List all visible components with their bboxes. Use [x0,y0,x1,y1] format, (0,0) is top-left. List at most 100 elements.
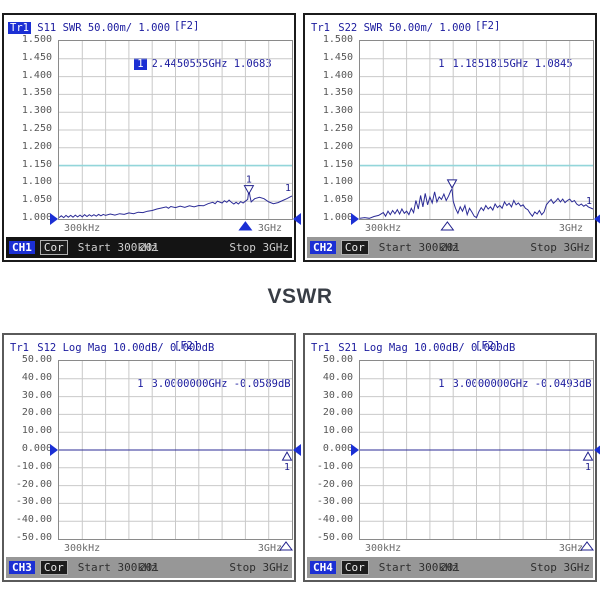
y-axis-label: 1.400 [21,69,52,81]
y-axis-label: 0.000 [21,443,52,454]
marker-x-axis-indicator [440,221,455,231]
start-frequency-label: Start 300kHz [77,241,158,254]
marker-readout-text: 3.0000000GHz -0.0493dB [452,378,592,390]
y-axis-label: 1.500 [322,34,353,45]
channel-status-bar: CH2 Cor Start 300kHz 201 Stop 3GHz [307,237,593,258]
marker-readout: 1 3.0000000GHz -0.0589dB [71,366,291,402]
plot-body: 1.500 1.450 1.400 1.350 1.300 1.250 1.200 1.150… [4,34,301,240]
trace-header: Tr1 S21 Log Mag 10.00dB/ 0.000dB [F2] [305,335,595,357]
trace-line [359,187,594,219]
x-axis-stop-label: 3GHz [257,223,282,234]
y-axis-label: 1.050 [21,194,52,206]
x-axis-stop-label: 3GHz [558,223,583,234]
sweep-points-label: 201 [440,241,460,254]
y-axis-label: 1.000 [21,212,52,223]
marker-number-badge: 1 [137,378,144,390]
channel-badge[interactable]: CH4 [310,561,336,574]
correction-indicator: Cor [340,240,369,255]
y-axis-label: 1.100 [322,176,353,188]
chart-canvas: 1 [351,41,600,231]
screen-key-label: [F2] [475,20,501,32]
marker-number: 1 [585,462,591,473]
y-axis-label: -40.00 [316,514,353,526]
channel-badge[interactable]: CH2 [310,241,336,254]
grid [360,41,593,219]
marker-number-badge: 1 [438,58,445,70]
chart-canvas: 1 [50,361,301,551]
marker-x-axis-indicator [279,541,293,551]
ref-level-triangle-left [351,213,359,225]
y-axis-label: 20.00 [21,407,52,419]
marker-number-badge: 1 [438,378,445,390]
x-axis-stop-label: 3GHz [257,543,282,554]
y-axis-label: 1.350 [21,87,52,99]
y-axis-label: 1.200 [21,140,52,152]
plot-body: 50.00 40.00 30.00 20.00 10.00 0.000 -10.00 -20.… [305,354,600,560]
plot-body: 1.500 1.450 1.400 1.350 1.300 1.250 1.200 1.150… [305,34,600,240]
y-axis-label: 10.00 [322,425,353,437]
trace-label[interactable]: Tr1 [311,341,330,354]
y-axis-label: 50.00 [21,354,52,365]
y-axis-label: 1.450 [21,51,52,63]
section-label-vswr: VSWR [267,285,333,308]
y-axis-label: 1.150 [322,158,353,170]
y-axis-label: -30.00 [316,496,353,508]
trace-title: S22 SWR 50.00m/ 1.000 [331,21,472,34]
correction-indicator: Cor [340,560,369,575]
trace-header: Tr1 S11 SWR 50.00m/ 1.000 [F2] [4,15,294,37]
trace-end-label: 1 [285,183,291,194]
y-axis-label: -50.00 [15,532,52,543]
x-axis-start-label: 300kHz [64,223,101,234]
correction-indicator: Cor [39,560,68,575]
ref-level-triangle-left [351,444,359,456]
y-axis-label: -10.00 [15,460,52,472]
channel-panel: Tr1 S21 Log Mag 10.00dB/ 0.000dB [F2] 50… [303,333,600,582]
marker-readout-text: 3.0000000GHz -0.0589dB [151,378,291,390]
channel-panel: Tr1 S12 Log Mag 10.00dB/ 0.000dB [F2] 50… [2,333,301,582]
start-frequency-label: Start 300kHz [378,241,459,254]
y-axis-label: 20.00 [322,407,353,419]
correction-indicator: Cor [39,240,68,255]
y-axis-label: 1.000 [322,212,353,223]
y-axis-label: 40.00 [322,371,353,383]
trace-title: S11 SWR 50.00m/ 1.000 [30,21,171,34]
marker-readout: 1 3.0000000GHz -0.0493dB [372,366,592,402]
sweep-points-label: 201 [139,241,159,254]
marker-number-badge: 1 [134,58,147,70]
marker-readout-text: 2.4450555GHz 1.0683 [151,58,272,70]
marker-number: 1 [284,462,290,473]
x-axis-start-label: 300kHz [365,223,402,234]
channel-status-bar: CH4 Cor Start 300kHz 201 Stop 3GHz [307,557,593,578]
y-axis-label: 30.00 [322,389,353,401]
trace-label[interactable]: Tr1 [8,21,31,34]
trace-header: Tr1 S22 SWR 50.00m/ 1.000 [F2] [305,15,595,37]
plot-area: 1 1.1851815GHz 1.0845 1 [351,40,600,231]
ref-level-triangle-left [50,444,58,456]
y-axis-label: 30.00 [21,389,52,401]
y-axis-label: 0.000 [322,443,353,454]
start-frequency-label: Start 300kHz [77,561,158,574]
channel-badge[interactable]: CH1 [9,241,35,254]
y-axis-label: -40.00 [15,514,52,526]
x-axis-stop-label: 3GHz [558,543,583,554]
sweep-points-label: 201 [440,561,460,574]
y-axis-label: 40.00 [21,371,52,383]
y-axis-label: -20.00 [15,478,52,490]
y-axis-label: 1.450 [322,51,353,63]
chart-canvas: 11 [50,41,301,231]
y-axis-label: -30.00 [15,496,52,508]
trace-title: S21 Log Mag 10.00dB/ 0.000dB [331,341,516,354]
marker-readout: 1 1.1851815GHz 1.0845 [372,46,572,82]
channel-status-bar: CH1 Cor Start 300kHz 201 Stop 3GHz [6,237,292,258]
marker-triangle [446,179,458,189]
channel-badge[interactable]: CH3 [9,561,35,574]
marker-x-axis-indicator [580,541,594,551]
start-frequency-label: Start 300kHz [378,561,459,574]
trace-label[interactable]: Tr1 [10,341,29,354]
x-axis-start-label: 300kHz [365,543,402,554]
y-axis-label: 1.250 [21,123,52,134]
stop-frequency-label: Stop 3GHz [229,561,289,574]
trace-label[interactable]: Tr1 [311,21,330,34]
plot-area: 1 3.0000000GHz -0.0493dB 1 [351,360,600,551]
